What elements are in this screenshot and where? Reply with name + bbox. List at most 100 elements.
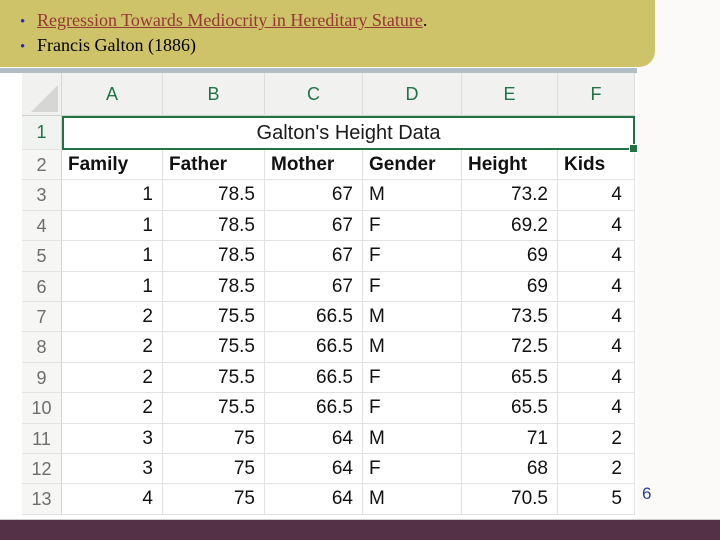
page-number: 6 [642, 484, 652, 503]
data-cell[interactable]: 4 [558, 362, 635, 394]
data-cell[interactable]: 2 [62, 362, 163, 394]
data-cell[interactable]: 78.5 [163, 210, 265, 242]
data-cell[interactable]: 1 [62, 241, 163, 272]
column-header-B[interactable]: B [163, 73, 265, 116]
data-cell[interactable]: 65.5 [462, 393, 558, 424]
data-cell[interactable]: 4 [558, 301, 635, 333]
data-cell[interactable]: 4 [558, 241, 635, 272]
reference-suffix: . [422, 10, 428, 30]
row-header-8[interactable]: 8 [22, 332, 62, 363]
data-cell[interactable]: 68 [462, 453, 558, 485]
data-cell[interactable]: 2 [62, 301, 163, 333]
field-header-cell[interactable]: Family [62, 150, 163, 181]
data-cell[interactable]: 65.5 [462, 362, 558, 394]
data-cell[interactable]: 4 [558, 393, 635, 424]
data-cell[interactable]: 69 [462, 241, 558, 272]
data-cell[interactable]: 4 [558, 210, 635, 242]
data-cell[interactable]: M [363, 332, 462, 363]
data-cell[interactable]: 5 [558, 484, 635, 515]
data-cell[interactable]: 2 [62, 393, 163, 424]
field-header-cell[interactable]: Height [462, 150, 558, 181]
row-header-12[interactable]: 12 [22, 453, 62, 485]
data-cell[interactable]: 2 [62, 332, 163, 363]
data-cell[interactable]: F [363, 271, 462, 302]
row-header-6[interactable]: 6 [22, 271, 62, 302]
row-header-2[interactable]: 2 [22, 150, 62, 181]
data-cell[interactable]: F [363, 362, 462, 394]
data-cell[interactable]: F [363, 241, 462, 272]
data-cell[interactable]: 2 [558, 423, 635, 454]
data-cell[interactable]: M [363, 180, 462, 211]
data-cell[interactable]: 75 [163, 484, 265, 515]
field-header-cell[interactable]: Gender [363, 150, 462, 181]
row-header-5[interactable]: 5 [22, 241, 62, 272]
data-cell[interactable]: 67 [265, 180, 363, 211]
data-cell[interactable]: 64 [265, 423, 363, 454]
data-cell[interactable]: 75 [163, 453, 265, 485]
data-cell[interactable]: 67 [265, 210, 363, 242]
data-cell[interactable]: 78.5 [163, 241, 265, 272]
data-cell[interactable]: F [363, 210, 462, 242]
select-all-corner[interactable] [22, 73, 62, 116]
data-cell[interactable]: 69.2 [462, 210, 558, 242]
data-cell[interactable]: 4 [558, 332, 635, 363]
data-cell[interactable]: 75.5 [163, 362, 265, 394]
data-cell[interactable]: 1 [62, 271, 163, 302]
bullet-item-author: • Francis Galton (1886) [20, 34, 655, 59]
data-cell[interactable]: 4 [558, 271, 635, 302]
data-cell[interactable]: M [363, 423, 462, 454]
row-header-9[interactable]: 9 [22, 362, 62, 394]
row-header-7[interactable]: 7 [22, 301, 62, 333]
data-cell[interactable]: 72.5 [462, 332, 558, 363]
column-header-C[interactable]: C [265, 73, 363, 116]
data-cell[interactable]: 66.5 [265, 301, 363, 333]
data-cell[interactable]: F [363, 393, 462, 424]
data-cell[interactable]: 64 [265, 484, 363, 515]
merged-title-cell[interactable]: Galton's Height Data [62, 116, 638, 153]
column-header-E[interactable]: E [462, 73, 558, 116]
data-cell[interactable]: 1 [62, 180, 163, 211]
fill-handle[interactable] [629, 144, 638, 153]
data-cell[interactable]: 73.2 [462, 180, 558, 211]
field-header-cell[interactable]: Kids [558, 150, 635, 181]
data-cell[interactable]: 75 [163, 423, 265, 454]
data-cell[interactable]: 75.5 [163, 301, 265, 333]
data-cell[interactable]: 69 [462, 271, 558, 302]
bullet-item-reference: • Regression Towards Mediocrity in Hered… [20, 9, 655, 34]
data-cell[interactable]: 2 [558, 453, 635, 485]
row-header-11[interactable]: 11 [22, 423, 62, 454]
field-header-cell[interactable]: Father [163, 150, 265, 181]
data-cell[interactable]: 66.5 [265, 332, 363, 363]
data-cell[interactable]: 3 [62, 453, 163, 485]
data-cell[interactable]: 78.5 [163, 180, 265, 211]
data-cell[interactable]: 1 [62, 210, 163, 242]
data-cell[interactable]: 75.5 [163, 393, 265, 424]
data-cell[interactable]: 71 [462, 423, 558, 454]
data-cell[interactable]: 4 [558, 180, 635, 211]
data-cell[interactable]: 66.5 [265, 393, 363, 424]
row-header-4[interactable]: 4 [22, 210, 62, 242]
data-cell[interactable]: 78.5 [163, 271, 265, 302]
data-cell[interactable]: M [363, 484, 462, 515]
row-header-10[interactable]: 10 [22, 393, 62, 424]
data-cell[interactable]: 70.5 [462, 484, 558, 515]
data-cell[interactable]: 67 [265, 241, 363, 272]
table-row: 4 1 78.5 67 F 69.2 4 [22, 210, 635, 242]
data-cell[interactable]: 66.5 [265, 362, 363, 394]
row-header-13[interactable]: 13 [22, 484, 62, 515]
column-header-D[interactable]: D [363, 73, 462, 116]
column-header-F[interactable]: F [558, 73, 635, 116]
data-cell[interactable]: 4 [62, 484, 163, 515]
reference-link[interactable]: Regression Towards Mediocrity in Heredit… [37, 10, 423, 30]
field-header-cell[interactable]: Mother [265, 150, 363, 181]
data-cell[interactable]: 67 [265, 271, 363, 302]
data-cell[interactable]: M [363, 301, 462, 333]
data-cell[interactable]: 75.5 [163, 332, 265, 363]
data-cell[interactable]: F [363, 453, 462, 485]
column-header-A[interactable]: A [62, 73, 163, 116]
data-cell[interactable]: 73.5 [462, 301, 558, 333]
row-header-1[interactable]: 1 [22, 116, 62, 150]
data-cell[interactable]: 3 [62, 423, 163, 454]
row-header-3[interactable]: 3 [22, 180, 62, 211]
data-cell[interactable]: 64 [265, 453, 363, 485]
